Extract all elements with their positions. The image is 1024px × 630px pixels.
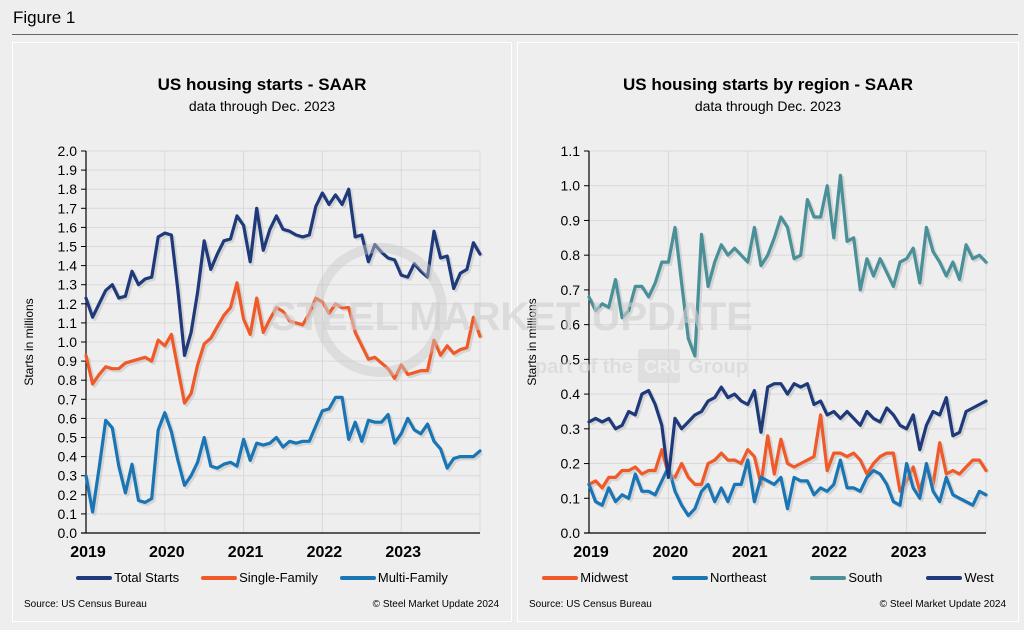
chart-title: US housing starts - SAAR <box>157 75 367 94</box>
legend-label: Northeast <box>709 570 767 585</box>
legend-swatch <box>810 575 847 580</box>
series-line-south <box>587 173 988 358</box>
x-tick-label: 2023 <box>891 544 927 561</box>
legend-swatch <box>926 575 963 580</box>
legend-swatch <box>76 575 113 580</box>
y-axis-title: Starts in millions <box>525 298 539 385</box>
chart-panel-total: US housing starts - SAAR data through De… <box>12 42 512 622</box>
y-tick-label: 1.9 <box>58 162 78 178</box>
series-shadow <box>589 175 990 360</box>
y-tick-label: 0.4 <box>58 449 78 465</box>
y-tick-label: 0.5 <box>58 430 78 446</box>
chart-legend: Midwest Northeast South West <box>518 570 1018 585</box>
copyright-note: © Steel Market Update 2024 <box>372 599 499 610</box>
legend-label: West <box>964 570 994 585</box>
y-tick-label: 1.8 <box>58 181 78 197</box>
legend-swatch <box>542 575 579 580</box>
y-tick-label: 0.1 <box>58 506 78 522</box>
x-tick-label: 2019 <box>573 544 609 561</box>
y-tick-label: 0.0 <box>58 525 78 541</box>
y-axis-title: Starts in millions <box>22 298 36 385</box>
chart-subtitle: data through Dec. 2023 <box>188 98 336 114</box>
source-note: Source: US Census Bureau <box>529 599 652 610</box>
y-tick-label: 0.6 <box>58 410 78 426</box>
y-tick-label: 1.3 <box>58 277 78 293</box>
figure-divider <box>12 34 1018 35</box>
y-tick-label: 0.8 <box>58 372 78 388</box>
legend-label: Midwest <box>580 570 628 585</box>
legend-item: Total Starts <box>76 570 179 585</box>
y-tick-label: 0.3 <box>561 421 581 437</box>
x-tick-label: 2020 <box>653 544 689 561</box>
x-tick-label: 2022 <box>811 544 847 561</box>
y-tick-label: 0.9 <box>561 212 581 228</box>
y-tick-label: 0.6 <box>561 317 581 333</box>
x-tick-label: 2021 <box>732 544 768 561</box>
y-tick-label: 1.1 <box>561 143 581 159</box>
legend-label: Total Starts <box>114 570 180 585</box>
copyright-note: © Steel Market Update 2024 <box>879 599 1006 610</box>
legend-item: Midwest <box>542 570 628 585</box>
legend-label: South <box>848 570 883 585</box>
y-tick-label: 0.2 <box>561 456 581 472</box>
y-tick-label: 1.5 <box>58 239 78 255</box>
y-tick-label: 1.0 <box>58 334 78 350</box>
legend-label: Single-Family <box>239 570 318 585</box>
figure-title: Figure 1 <box>13 8 76 27</box>
series-shadow <box>589 460 989 520</box>
x-tick-label: 2023 <box>385 544 421 561</box>
series-line-northeast <box>587 458 988 518</box>
x-tick-label: 2021 <box>228 544 264 561</box>
y-tick-label: 0.8 <box>561 247 581 263</box>
source-note: Source: US Census Bureau <box>24 599 147 610</box>
y-tick-label: 1.7 <box>58 200 78 216</box>
legend-item: Single-Family <box>201 570 318 585</box>
x-tick-label: 2022 <box>307 544 343 561</box>
y-tick-label: 0.7 <box>561 282 581 298</box>
y-tick-label: 1.4 <box>58 258 78 274</box>
y-tick-label: 0.0 <box>561 525 581 541</box>
x-tick-label: 2019 <box>70 544 106 561</box>
series-shadow <box>86 283 484 407</box>
chart-subtitle: data through Dec. 2023 <box>694 98 842 114</box>
series-line-single-family <box>84 281 482 405</box>
y-tick-label: 0.5 <box>561 351 581 367</box>
series-line-total-starts <box>84 187 482 357</box>
chart-title: US housing starts by region - SAAR <box>623 75 913 94</box>
x-tick-label: 2020 <box>149 544 185 561</box>
chart-total-starts: 0.0 0.1 0.2 0.3 0.4 0.5 0.6 0.7 0.8 0.9 1.0 1.1 1.2 1… <box>22 143 484 561</box>
series-line-multi-family <box>84 395 482 514</box>
legend-swatch <box>671 575 708 580</box>
series-line-west <box>587 382 988 479</box>
legend-swatch <box>201 575 238 580</box>
y-tick-label: 0.9 <box>58 353 78 369</box>
y-tick-label: 1.6 <box>58 219 78 235</box>
chart-by-region: 0.0 0.1 0.2 0.3 0.4 0.5 0.6 0.7 0.8 0.9 1.0 1.1 2019… <box>525 143 990 561</box>
legend-item: West <box>926 570 994 585</box>
y-tick-label: 2.0 <box>58 143 78 159</box>
chart-panel-region: US housing starts by region - SAAR data … <box>517 42 1019 622</box>
y-tick-label: 0.3 <box>58 468 78 484</box>
y-tick-label: 0.7 <box>58 391 78 407</box>
legend-label: Multi-Family <box>377 570 448 585</box>
legend-item: Northeast <box>671 570 767 585</box>
y-tick-label: 0.1 <box>561 490 581 506</box>
y-tick-label: 1.2 <box>58 296 78 312</box>
legend-item: Multi-Family <box>339 570 448 585</box>
y-tick-label: 0.2 <box>58 487 78 503</box>
legend-item: South <box>810 570 882 585</box>
y-tick-label: 1.1 <box>58 315 78 331</box>
y-tick-label: 1.0 <box>561 178 581 194</box>
legend-swatch <box>339 575 376 580</box>
y-tick-label: 0.4 <box>561 386 581 402</box>
chart-legend: Total Starts Single-Family Multi-Family <box>13 570 511 585</box>
